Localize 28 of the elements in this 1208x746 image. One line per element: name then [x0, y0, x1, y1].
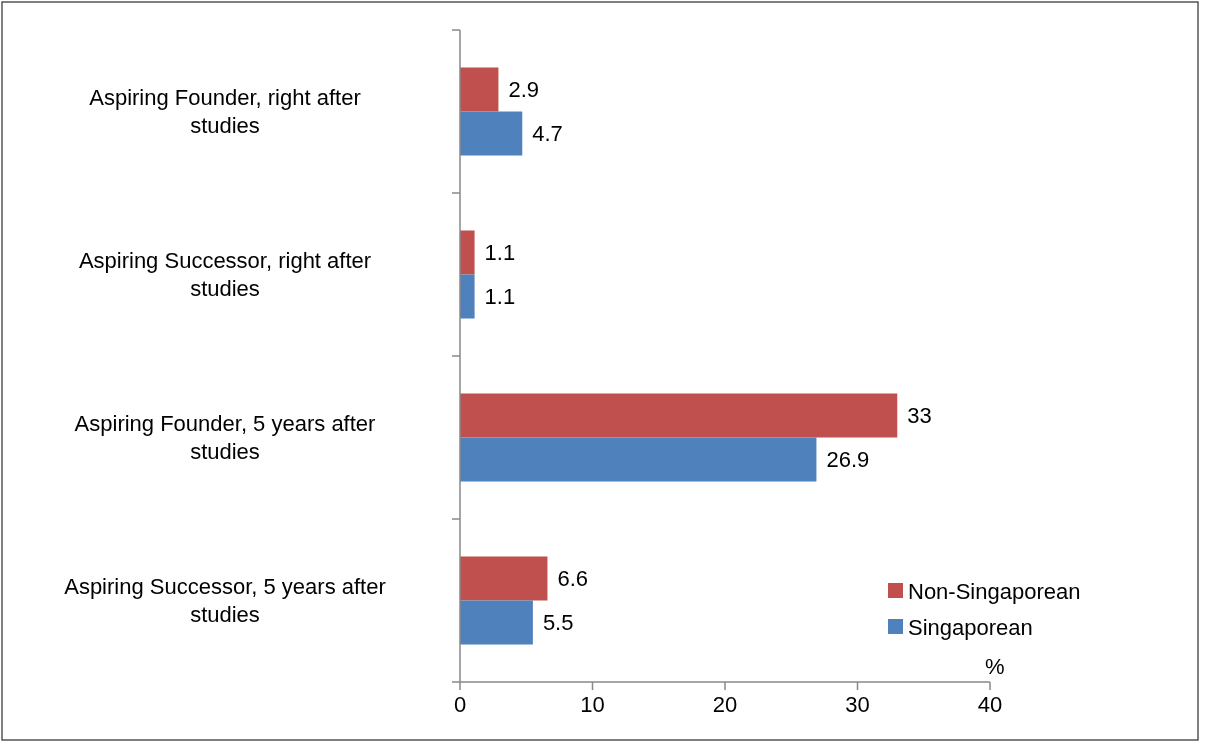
x-axis-title: % [985, 654, 1005, 679]
data-label: 26.9 [826, 447, 870, 473]
bar [460, 393, 898, 438]
legend-label: Singaporean [908, 614, 1033, 640]
bar [460, 437, 817, 482]
x-tick-label: 40 [977, 692, 1003, 717]
y-tick-label: Aspiring Successor, right after studies [78, 248, 372, 301]
bar [460, 274, 475, 319]
data-label: 6.6 [557, 565, 589, 591]
bar [460, 67, 499, 112]
data-label: 1.1 [484, 239, 516, 265]
x-tick-label: 0 [453, 692, 467, 717]
y-tick-label: Aspiring Successor, 5 years after studies [64, 574, 386, 627]
legend-label: Non-Singaporean [908, 578, 1081, 604]
data-label: 4.7 [532, 121, 563, 147]
y-tick-label: Aspiring Founder, right after studies [89, 85, 361, 138]
data-label: 1.1 [484, 284, 516, 310]
x-tick-label: 10 [580, 692, 605, 717]
bar [460, 556, 548, 601]
bar [460, 600, 533, 645]
x-tick-label: 30 [845, 692, 870, 717]
bar [460, 111, 523, 156]
x-tick-label: 20 [712, 692, 738, 717]
data-label: 2.9 [508, 77, 540, 102]
bar [460, 230, 475, 275]
y-tick-label: Aspiring Founder, 5 years after studies [74, 411, 376, 464]
data-label: 5.5 [542, 610, 574, 636]
data-label: 33 [907, 402, 932, 428]
